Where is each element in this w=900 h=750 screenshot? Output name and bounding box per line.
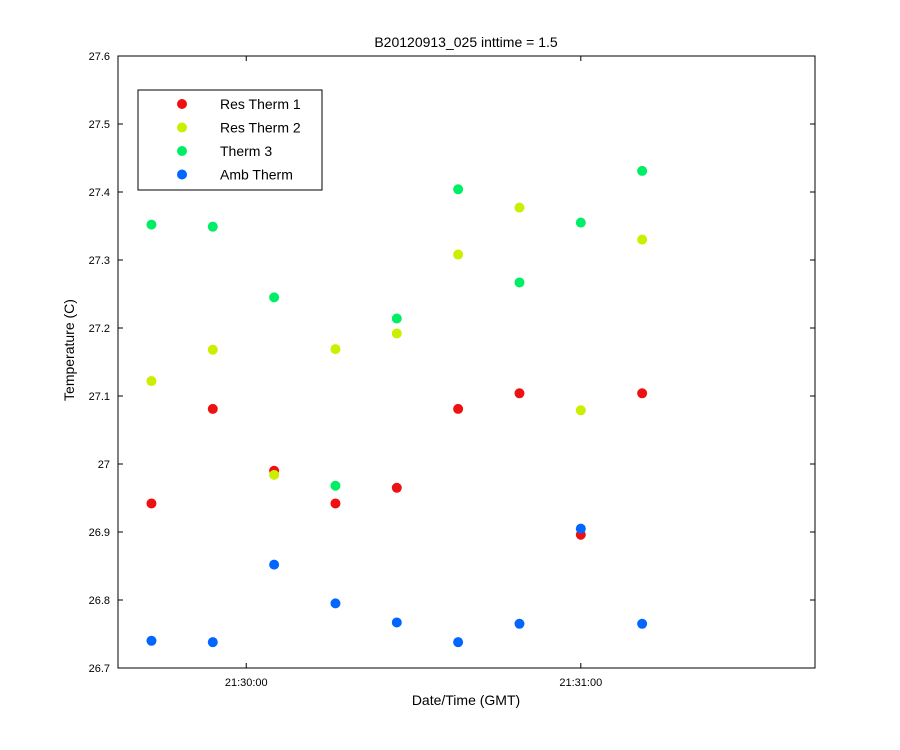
- point-amb-therm: [514, 618, 525, 629]
- legend-marker: [177, 146, 187, 156]
- point-res-therm-2: [207, 344, 218, 355]
- point-therm-3: [330, 480, 341, 491]
- point-res-therm-1: [453, 403, 464, 414]
- legend-box: [137, 89, 323, 191]
- x-axis-label: Date/Time (GMT): [412, 692, 520, 708]
- legend-label: Amb Therm: [220, 167, 293, 183]
- chart-title: B20120913_025 inttime = 1.5: [374, 34, 558, 50]
- point-therm-3: [207, 221, 218, 232]
- data-points: [146, 165, 648, 648]
- point-therm-3: [514, 277, 525, 288]
- point-therm-3: [575, 217, 586, 228]
- point-res-therm-1: [637, 388, 648, 399]
- point-res-therm-2: [391, 328, 402, 339]
- x-axis: 21:30:00 21:31:00: [225, 56, 602, 689]
- point-amb-therm: [453, 637, 464, 648]
- y-tick-label: 27.3: [89, 255, 110, 267]
- y-tick-label: 27.6: [89, 51, 110, 63]
- point-therm-3: [269, 292, 280, 303]
- point-res-therm-1: [146, 498, 157, 509]
- y-tick-label: 27.2: [89, 323, 110, 335]
- point-res-therm-2: [269, 469, 280, 480]
- point-therm-3: [146, 219, 157, 230]
- x-tick-label: 21:30:00: [225, 677, 268, 689]
- legend-label: Res Therm 1: [220, 96, 301, 112]
- point-res-therm-2: [330, 344, 341, 355]
- point-therm-3: [453, 184, 464, 195]
- point-res-therm-2: [146, 376, 157, 387]
- y-tick-label: 27.5: [89, 119, 110, 131]
- y-tick-label: 27.1: [89, 391, 110, 403]
- legend-label: Res Therm 2: [220, 120, 301, 136]
- point-amb-therm: [269, 559, 280, 570]
- y-tick-label: 26.8: [89, 595, 110, 607]
- point-therm-3: [391, 313, 402, 324]
- point-amb-therm: [391, 617, 402, 628]
- point-res-therm-2: [575, 405, 586, 416]
- y-tick-label: 27.4: [89, 187, 110, 199]
- y-tick-label: 26.7: [89, 663, 110, 675]
- point-amb-therm: [637, 618, 648, 629]
- y-tick-label: 26.9: [89, 527, 110, 539]
- point-amb-therm: [330, 598, 341, 609]
- point-res-therm-2: [453, 249, 464, 260]
- point-res-therm-2: [514, 202, 525, 213]
- point-res-therm-1: [330, 498, 341, 509]
- y-axis-label: Temperature (C): [61, 299, 77, 401]
- point-amb-therm: [575, 523, 586, 534]
- point-res-therm-1: [207, 403, 218, 414]
- point-therm-3: [637, 165, 648, 176]
- point-res-therm-1: [514, 388, 525, 399]
- point-amb-therm: [207, 637, 218, 648]
- point-res-therm-1: [391, 482, 402, 493]
- legend-marker: [177, 99, 187, 109]
- legend-marker: [177, 122, 187, 133]
- x-tick-label: 21:31:00: [559, 677, 602, 689]
- legend: Res Therm 1 Res Therm 2 Therm 3 Amb Therm: [137, 89, 323, 191]
- legend-marker: [177, 169, 187, 180]
- y-tick-label: 27: [98, 459, 110, 471]
- legend-label: Therm 3: [220, 143, 272, 159]
- point-amb-therm: [146, 635, 157, 646]
- point-res-therm-2: [637, 234, 648, 245]
- y-axis: 26.7 26.8 26.9 27 27.1 27.2 27.3 27.4 27.5 27.6: [89, 51, 815, 675]
